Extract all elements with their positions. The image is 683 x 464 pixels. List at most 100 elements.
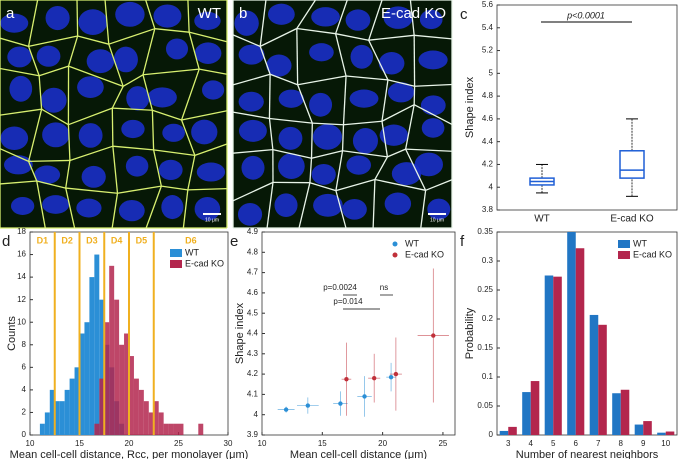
scale-label: 10 μm bbox=[430, 217, 444, 223]
nucleus bbox=[11, 197, 34, 215]
hist-bar bbox=[94, 424, 99, 435]
nucleus bbox=[238, 203, 262, 226]
region-label: D2 bbox=[61, 235, 73, 245]
panel-label: c bbox=[460, 6, 468, 23]
hist-bar bbox=[134, 379, 139, 435]
x-tick-label: 6 bbox=[574, 439, 579, 448]
nucleus bbox=[119, 200, 145, 221]
y-tick-label: 4.6 bbox=[482, 114, 494, 123]
y-tick-label: 5 bbox=[489, 68, 494, 77]
point bbox=[372, 376, 376, 380]
x-tick-label: 8 bbox=[619, 439, 624, 448]
cell-edge bbox=[312, 123, 313, 158]
y-tick-label: 4.4 bbox=[247, 329, 259, 338]
nucleus bbox=[37, 46, 61, 67]
hist-bar bbox=[60, 401, 65, 435]
legend-label: WT bbox=[633, 238, 647, 248]
point bbox=[362, 394, 366, 398]
point bbox=[394, 372, 398, 376]
nucleus bbox=[202, 80, 224, 99]
cell-edge bbox=[112, 108, 113, 146]
nucleus bbox=[126, 156, 149, 177]
nucleus bbox=[148, 87, 177, 107]
legend-label: WT bbox=[185, 247, 199, 257]
y-axis-label: Shape index bbox=[234, 302, 246, 364]
y-tick-label: 10 bbox=[17, 317, 26, 326]
nucleus bbox=[279, 127, 303, 150]
panel-label: e bbox=[230, 233, 238, 250]
bar bbox=[545, 276, 554, 436]
nucleus bbox=[278, 153, 305, 179]
micrograph bbox=[0, 0, 227, 228]
point bbox=[284, 407, 288, 411]
nucleus bbox=[239, 120, 267, 142]
hist-bar bbox=[164, 424, 169, 435]
hist-bar bbox=[84, 322, 89, 435]
y-tick-label: 4.8 bbox=[482, 91, 494, 100]
y-tick-label: 0 bbox=[489, 430, 494, 439]
nucleus bbox=[78, 9, 107, 35]
bar bbox=[522, 392, 531, 435]
nucleus bbox=[41, 88, 67, 113]
bar bbox=[567, 232, 576, 435]
y-tick-label: 4.3 bbox=[247, 349, 259, 358]
x-tick-label: 10 bbox=[26, 439, 35, 448]
scale-bar bbox=[203, 213, 221, 215]
hist-bar bbox=[65, 390, 70, 435]
legend-label: E-cad KO bbox=[633, 249, 672, 259]
nucleus bbox=[197, 162, 225, 181]
nucleus bbox=[312, 164, 336, 185]
bar bbox=[657, 433, 666, 435]
hist-bar bbox=[94, 255, 99, 435]
legend-label: WT bbox=[405, 238, 419, 248]
y-tick-label: 16 bbox=[17, 250, 26, 259]
image-label: E-cad KO bbox=[381, 5, 446, 22]
legend-marker bbox=[393, 242, 398, 247]
bar bbox=[635, 425, 644, 435]
legend-swatch bbox=[618, 240, 630, 248]
bar bbox=[621, 390, 630, 435]
nucleus bbox=[379, 52, 405, 74]
point bbox=[338, 401, 342, 405]
bar bbox=[508, 427, 517, 435]
y-tick-label: 4 bbox=[489, 182, 494, 191]
bar bbox=[666, 432, 675, 435]
nucleus bbox=[346, 9, 371, 30]
y-tick-label: 4.9 bbox=[247, 227, 259, 236]
y-tick-label: 2 bbox=[22, 408, 27, 417]
hist-bar bbox=[109, 266, 114, 435]
nucleus bbox=[309, 93, 332, 117]
point bbox=[344, 377, 348, 381]
x-axis-label: Mean cell-cell distance, Rcc, per monola… bbox=[10, 449, 249, 459]
nucleus bbox=[421, 95, 446, 115]
y-tick-label: 4.1 bbox=[247, 390, 259, 399]
scale-bar bbox=[428, 213, 446, 215]
nucleus bbox=[87, 49, 114, 73]
micrograph-bg bbox=[0, 0, 227, 228]
x-tick-label: WT bbox=[534, 214, 550, 225]
nucleus bbox=[76, 199, 101, 218]
nucleus bbox=[309, 43, 334, 61]
y-tick-label: 0.05 bbox=[477, 401, 493, 410]
axes-frame bbox=[497, 5, 677, 210]
hist-bar bbox=[179, 424, 184, 435]
nucleus bbox=[126, 86, 149, 110]
y-tick-label: 5.2 bbox=[482, 46, 494, 55]
nucleus bbox=[239, 92, 264, 112]
nucleus bbox=[166, 38, 188, 59]
y-tick-label: 6 bbox=[22, 362, 27, 371]
region-label: D5 bbox=[136, 235, 148, 245]
hist-bar bbox=[45, 412, 50, 435]
x-tick-label: 9 bbox=[641, 439, 646, 448]
y-tick-label: 4.4 bbox=[482, 137, 494, 146]
y-tick-label: 0.25 bbox=[477, 285, 493, 294]
y-tick-label: 0.1 bbox=[482, 372, 494, 381]
nucleus bbox=[42, 195, 69, 214]
micrograph bbox=[233, 0, 452, 228]
region-label: D1 bbox=[37, 235, 49, 245]
x-tick-label: 20 bbox=[125, 439, 134, 448]
y-tick-label: 0.15 bbox=[477, 343, 493, 352]
hist-bar bbox=[198, 424, 203, 435]
nucleus bbox=[159, 160, 183, 180]
nucleus bbox=[0, 126, 28, 150]
